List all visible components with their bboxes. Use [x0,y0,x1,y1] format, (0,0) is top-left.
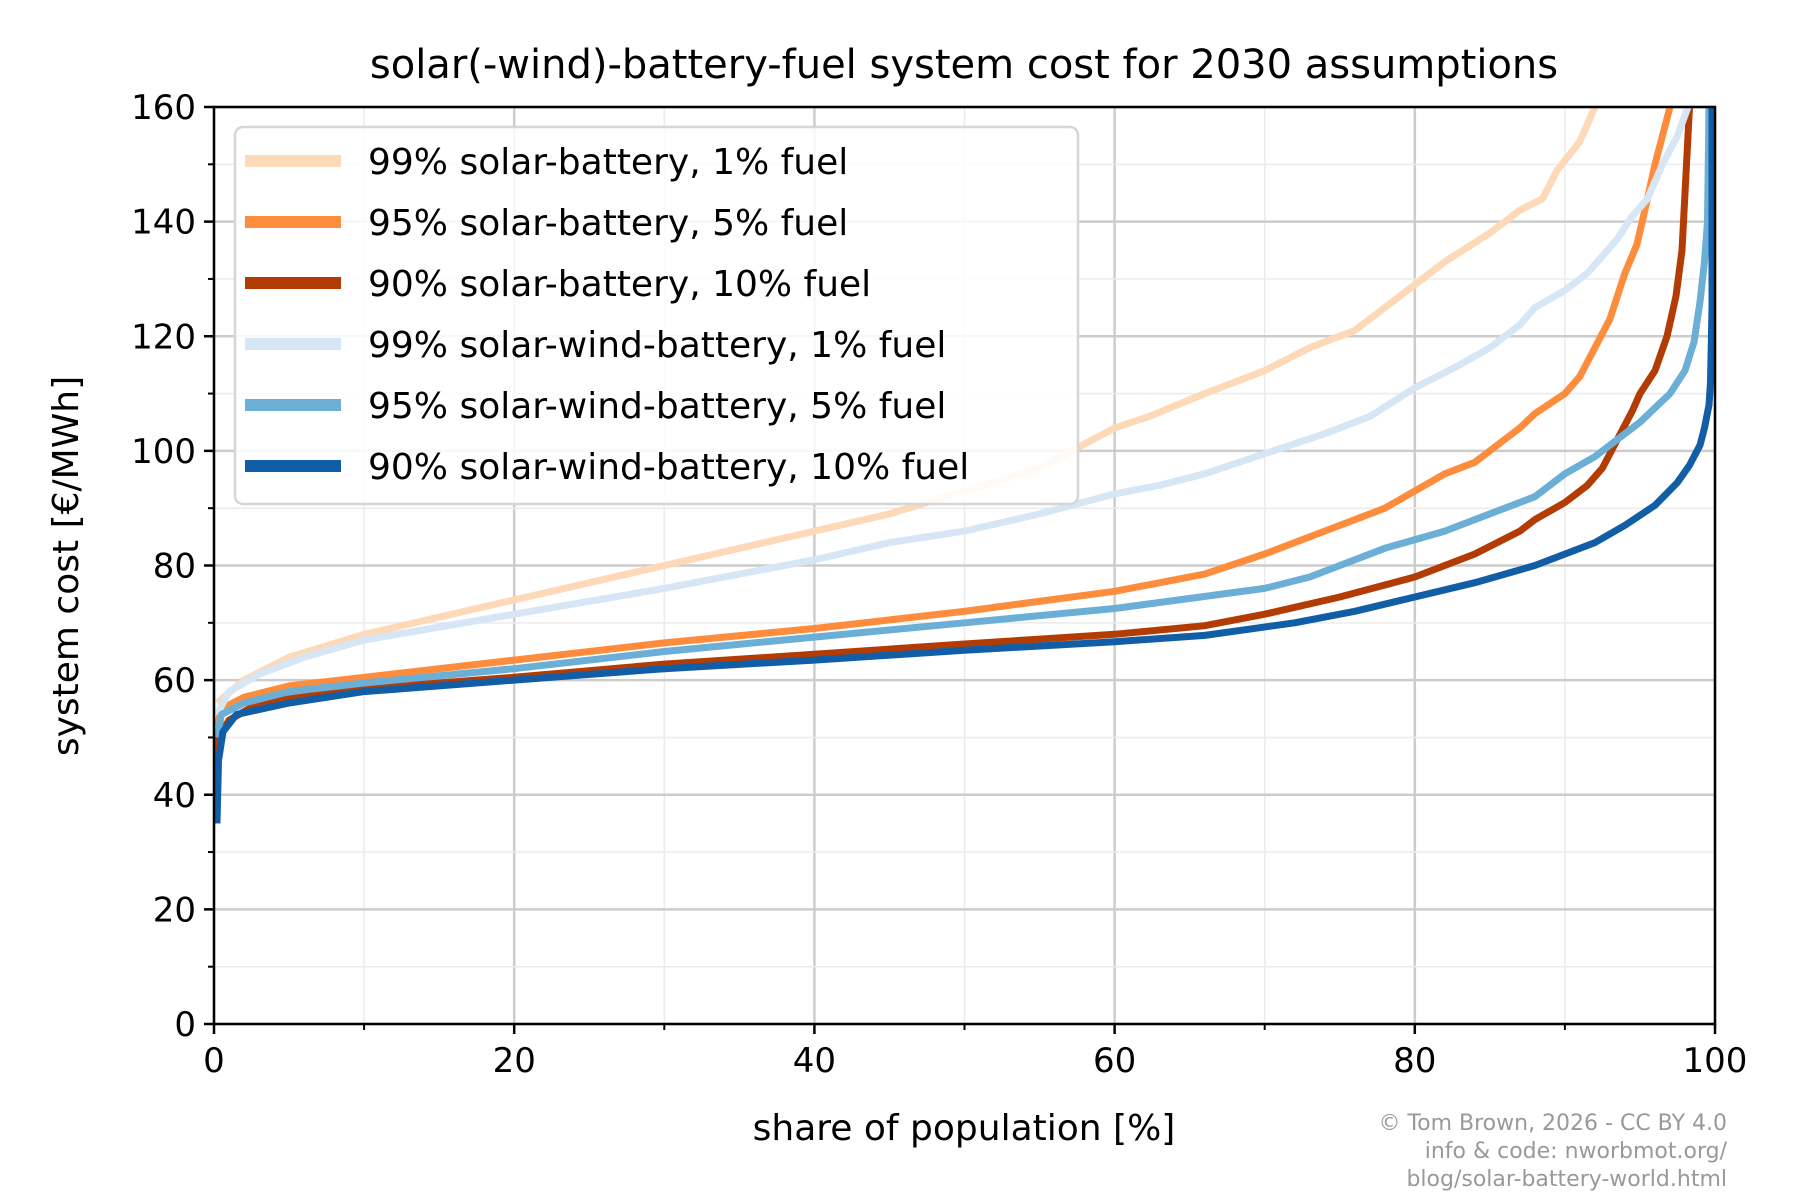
x-tick-label: 60 [1093,1041,1136,1081]
legend-entry-4: 99% solar-wind-battery, 1% fuel [368,325,946,366]
y-tick-label: 160 [131,88,196,128]
series-lines [213,105,1716,824]
axes: 0 20 40 60 80 100 0 20 40 60 80 100 120 140 160 [131,88,1747,1081]
credit-line-2: info & code: nworbmot.org/ [1425,1139,1728,1164]
credit-line-3: blog/solar-battery-world.html [1406,1167,1727,1192]
legend-box [233,125,1080,506]
legend-entry-6: 90% solar-wind-battery, 10% fuel [368,447,969,488]
y-tick-label: 100 [131,432,196,472]
y-tick-label: 20 [153,890,196,930]
x-axis-label: share of population [%] [753,1108,1176,1149]
y-tick-label: 140 [131,203,196,243]
series-line-5 [213,106,1713,739]
y-tick-label: 80 [153,547,196,587]
y-tick-label: 60 [153,661,196,701]
y-tick-label: 0 [174,1005,196,1045]
series-line-6 [213,107,1716,824]
y-axis-label: system cost [€/MWh] [46,376,87,756]
x-tick-label: 20 [493,1041,536,1081]
series-line-2 [213,106,1674,727]
chart-title: solar(-wind)-battery-fuel system cost fo… [370,42,1558,88]
legend-entry-2: 95% solar-battery, 5% fuel [368,203,848,244]
series-line-4 [213,105,1692,717]
x-tick-label: 40 [793,1041,836,1081]
x-tick-label: 80 [1393,1041,1436,1081]
legend-entry-1: 99% solar-battery, 1% fuel [368,142,848,183]
legend-entry-5: 95% solar-wind-battery, 5% fuel [368,386,946,427]
series-line-1 [214,105,1599,706]
x-tick-label: 0 [203,1041,225,1081]
legend: 99% solar-battery, 1% fuel 95% solar-batt… [233,125,1080,506]
x-tick-label: 100 [1683,1041,1748,1081]
legend-entry-3: 90% solar-battery, 10% fuel [368,264,871,305]
y-tick-label: 120 [131,317,196,357]
credit-line-1: © Tom Brown, 2026 - CC BY 4.0 [1378,1111,1727,1136]
y-tick-label: 40 [153,776,196,816]
